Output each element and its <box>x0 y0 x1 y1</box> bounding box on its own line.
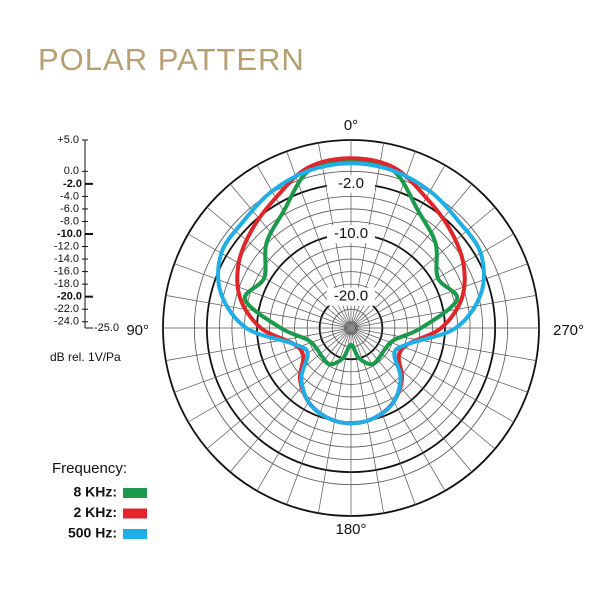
radial-line <box>174 263 352 329</box>
radial-line <box>188 327 352 423</box>
radial-line <box>350 206 496 329</box>
theta-tick-label: 270° <box>553 322 584 339</box>
r-tick-label: -8.0 <box>60 215 79 227</box>
radial-line <box>206 327 352 450</box>
legend-swatch <box>123 488 147 498</box>
ring-label: -2.0 <box>338 175 364 192</box>
r-tick-label: -25.0 <box>94 322 119 334</box>
radial-line <box>350 327 528 393</box>
r-tick-label: -20.0 <box>57 291 82 303</box>
radial-line <box>174 327 352 393</box>
theta-tick-label: 90° <box>126 322 149 339</box>
radial-line <box>350 327 416 505</box>
radial-line <box>350 327 473 473</box>
radial-line <box>350 263 528 329</box>
ring-label-bg <box>327 174 375 193</box>
radial-line <box>165 327 352 361</box>
legend-label: 8 KHz: <box>73 484 117 500</box>
r-tick-label: 0.0 <box>64 165 79 177</box>
radial-line <box>188 233 352 329</box>
r-axis-label: dB rel. 1V/Pa <box>50 350 121 364</box>
ring-label-bg <box>327 287 375 306</box>
legend-swatch <box>123 529 147 539</box>
r-tick-label: -2.0 <box>63 178 82 190</box>
theta-tick-label: 0° <box>344 117 358 134</box>
legend-title: Frequency: <box>52 460 127 477</box>
radial-line <box>229 327 352 473</box>
series-curve <box>216 161 486 426</box>
ring-label: -10.0 <box>334 225 368 242</box>
r-tick-label: -24.0 <box>54 316 79 328</box>
r-tick-label: -4.0 <box>60 190 79 202</box>
radial-line <box>350 327 537 361</box>
r-tick-label: -14.0 <box>54 253 79 265</box>
r-tick-label: -18.0 <box>54 278 79 290</box>
chart-title: POLAR PATTERN <box>38 42 305 77</box>
r-tick-label: -12.0 <box>54 240 79 252</box>
ring-label: -20.0 <box>334 288 368 305</box>
radial-line <box>350 327 496 450</box>
legend-label: 2 KHz: <box>73 504 117 520</box>
radial-line <box>350 327 514 423</box>
radial-line <box>350 327 446 491</box>
radial-line <box>256 327 352 491</box>
r-tick-label: -6.0 <box>60 203 79 215</box>
r-tick-label: +5.0 <box>57 134 79 146</box>
radial-line <box>286 327 352 505</box>
ring-label-bg <box>327 225 375 243</box>
radial-line <box>206 206 352 329</box>
legend-label: 500 Hz: <box>68 525 117 541</box>
center-hub <box>347 324 355 332</box>
theta-tick-label: 180° <box>335 521 366 538</box>
radial-line <box>350 233 514 329</box>
legend-swatch <box>123 508 147 519</box>
series-curve <box>242 158 460 367</box>
r-tick-label: -22.0 <box>54 303 79 315</box>
r-tick-label: -16.0 <box>54 266 79 278</box>
r-tick-label: -10.0 <box>57 228 82 240</box>
